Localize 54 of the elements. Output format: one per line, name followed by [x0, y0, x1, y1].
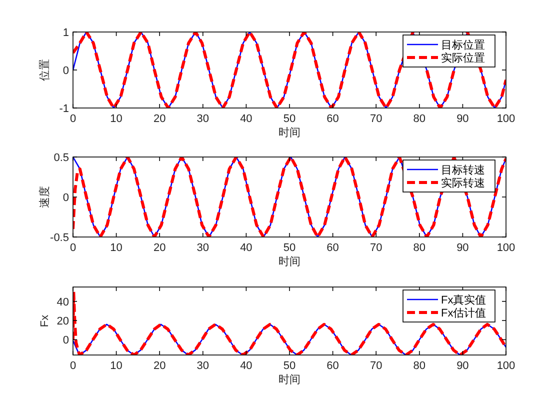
x-tick-label: 90 [456, 113, 469, 125]
x-tick-label: 30 [196, 113, 210, 125]
x-tick-label: 20 [153, 242, 166, 254]
x-tick-label: 80 [413, 113, 426, 125]
y-axis-title: 位置 [39, 59, 51, 81]
x-tick-label: 100 [496, 360, 516, 372]
y-tick-label: 40 [56, 296, 69, 308]
legend-label: 目标转速 [441, 164, 485, 176]
x-tick-label: 60 [326, 360, 339, 372]
x-tick-label: 50 [283, 360, 296, 372]
x-tick-label: 50 [283, 113, 296, 125]
x-tick-label: 100 [496, 113, 516, 125]
line-series [73, 32, 506, 108]
x-axis-title: 时间 [278, 255, 300, 268]
legend-label: 目标位置 [441, 40, 485, 52]
x-tick-label: 40 [240, 242, 252, 254]
line-series [73, 290, 506, 355]
x-tick-label: 10 [110, 113, 122, 125]
y-tick-label: 0 [62, 65, 69, 77]
y-tick-label: 0 [62, 192, 69, 204]
x-tick-label: 30 [196, 242, 210, 254]
y-tick-label: 0 [62, 334, 69, 347]
x-tick-label: 100 [496, 242, 516, 254]
x-tick-label: 80 [413, 242, 426, 254]
x-tick-label: 60 [326, 242, 339, 254]
x-tick-label: 70 [370, 360, 382, 372]
x-tick-label: 60 [326, 113, 339, 125]
x-tick-label: 50 [283, 242, 296, 254]
x-tick-label: 30 [196, 360, 210, 372]
y-tick-label: -0.5 [50, 232, 69, 244]
x-tick-label: 20 [153, 360, 166, 372]
x-tick-label: 80 [413, 360, 426, 372]
y-tick-label: 20 [56, 316, 69, 328]
x-tick-label: 10 [110, 242, 122, 254]
x-axis-title: 时间 [278, 373, 300, 386]
y-tick-label: -1 [59, 103, 69, 115]
x-tick-label: 20 [153, 113, 166, 125]
x-tick-label: 70 [370, 113, 382, 125]
x-tick-label: 70 [370, 242, 382, 254]
y-tick-label: 0.5 [54, 152, 69, 164]
y-axis-title: Fx [39, 314, 51, 328]
legend-label: Fx估计值 [441, 306, 486, 320]
x-tick-label: 40 [240, 113, 252, 125]
y-tick-label: 1 [62, 27, 69, 39]
y-axis-title: 速度 [38, 186, 51, 208]
x-tick-label: 10 [110, 360, 122, 372]
legend-label: 实际转速 [441, 176, 485, 190]
x-tick-label: 40 [240, 360, 252, 372]
legend-label: Fx真实值 [441, 294, 486, 306]
legend-label: 实际位置 [441, 52, 485, 64]
line-series [73, 157, 506, 237]
x-tick-label: 90 [456, 360, 469, 372]
x-tick-label: 90 [456, 242, 469, 254]
x-axis-title: 时间 [278, 126, 300, 139]
